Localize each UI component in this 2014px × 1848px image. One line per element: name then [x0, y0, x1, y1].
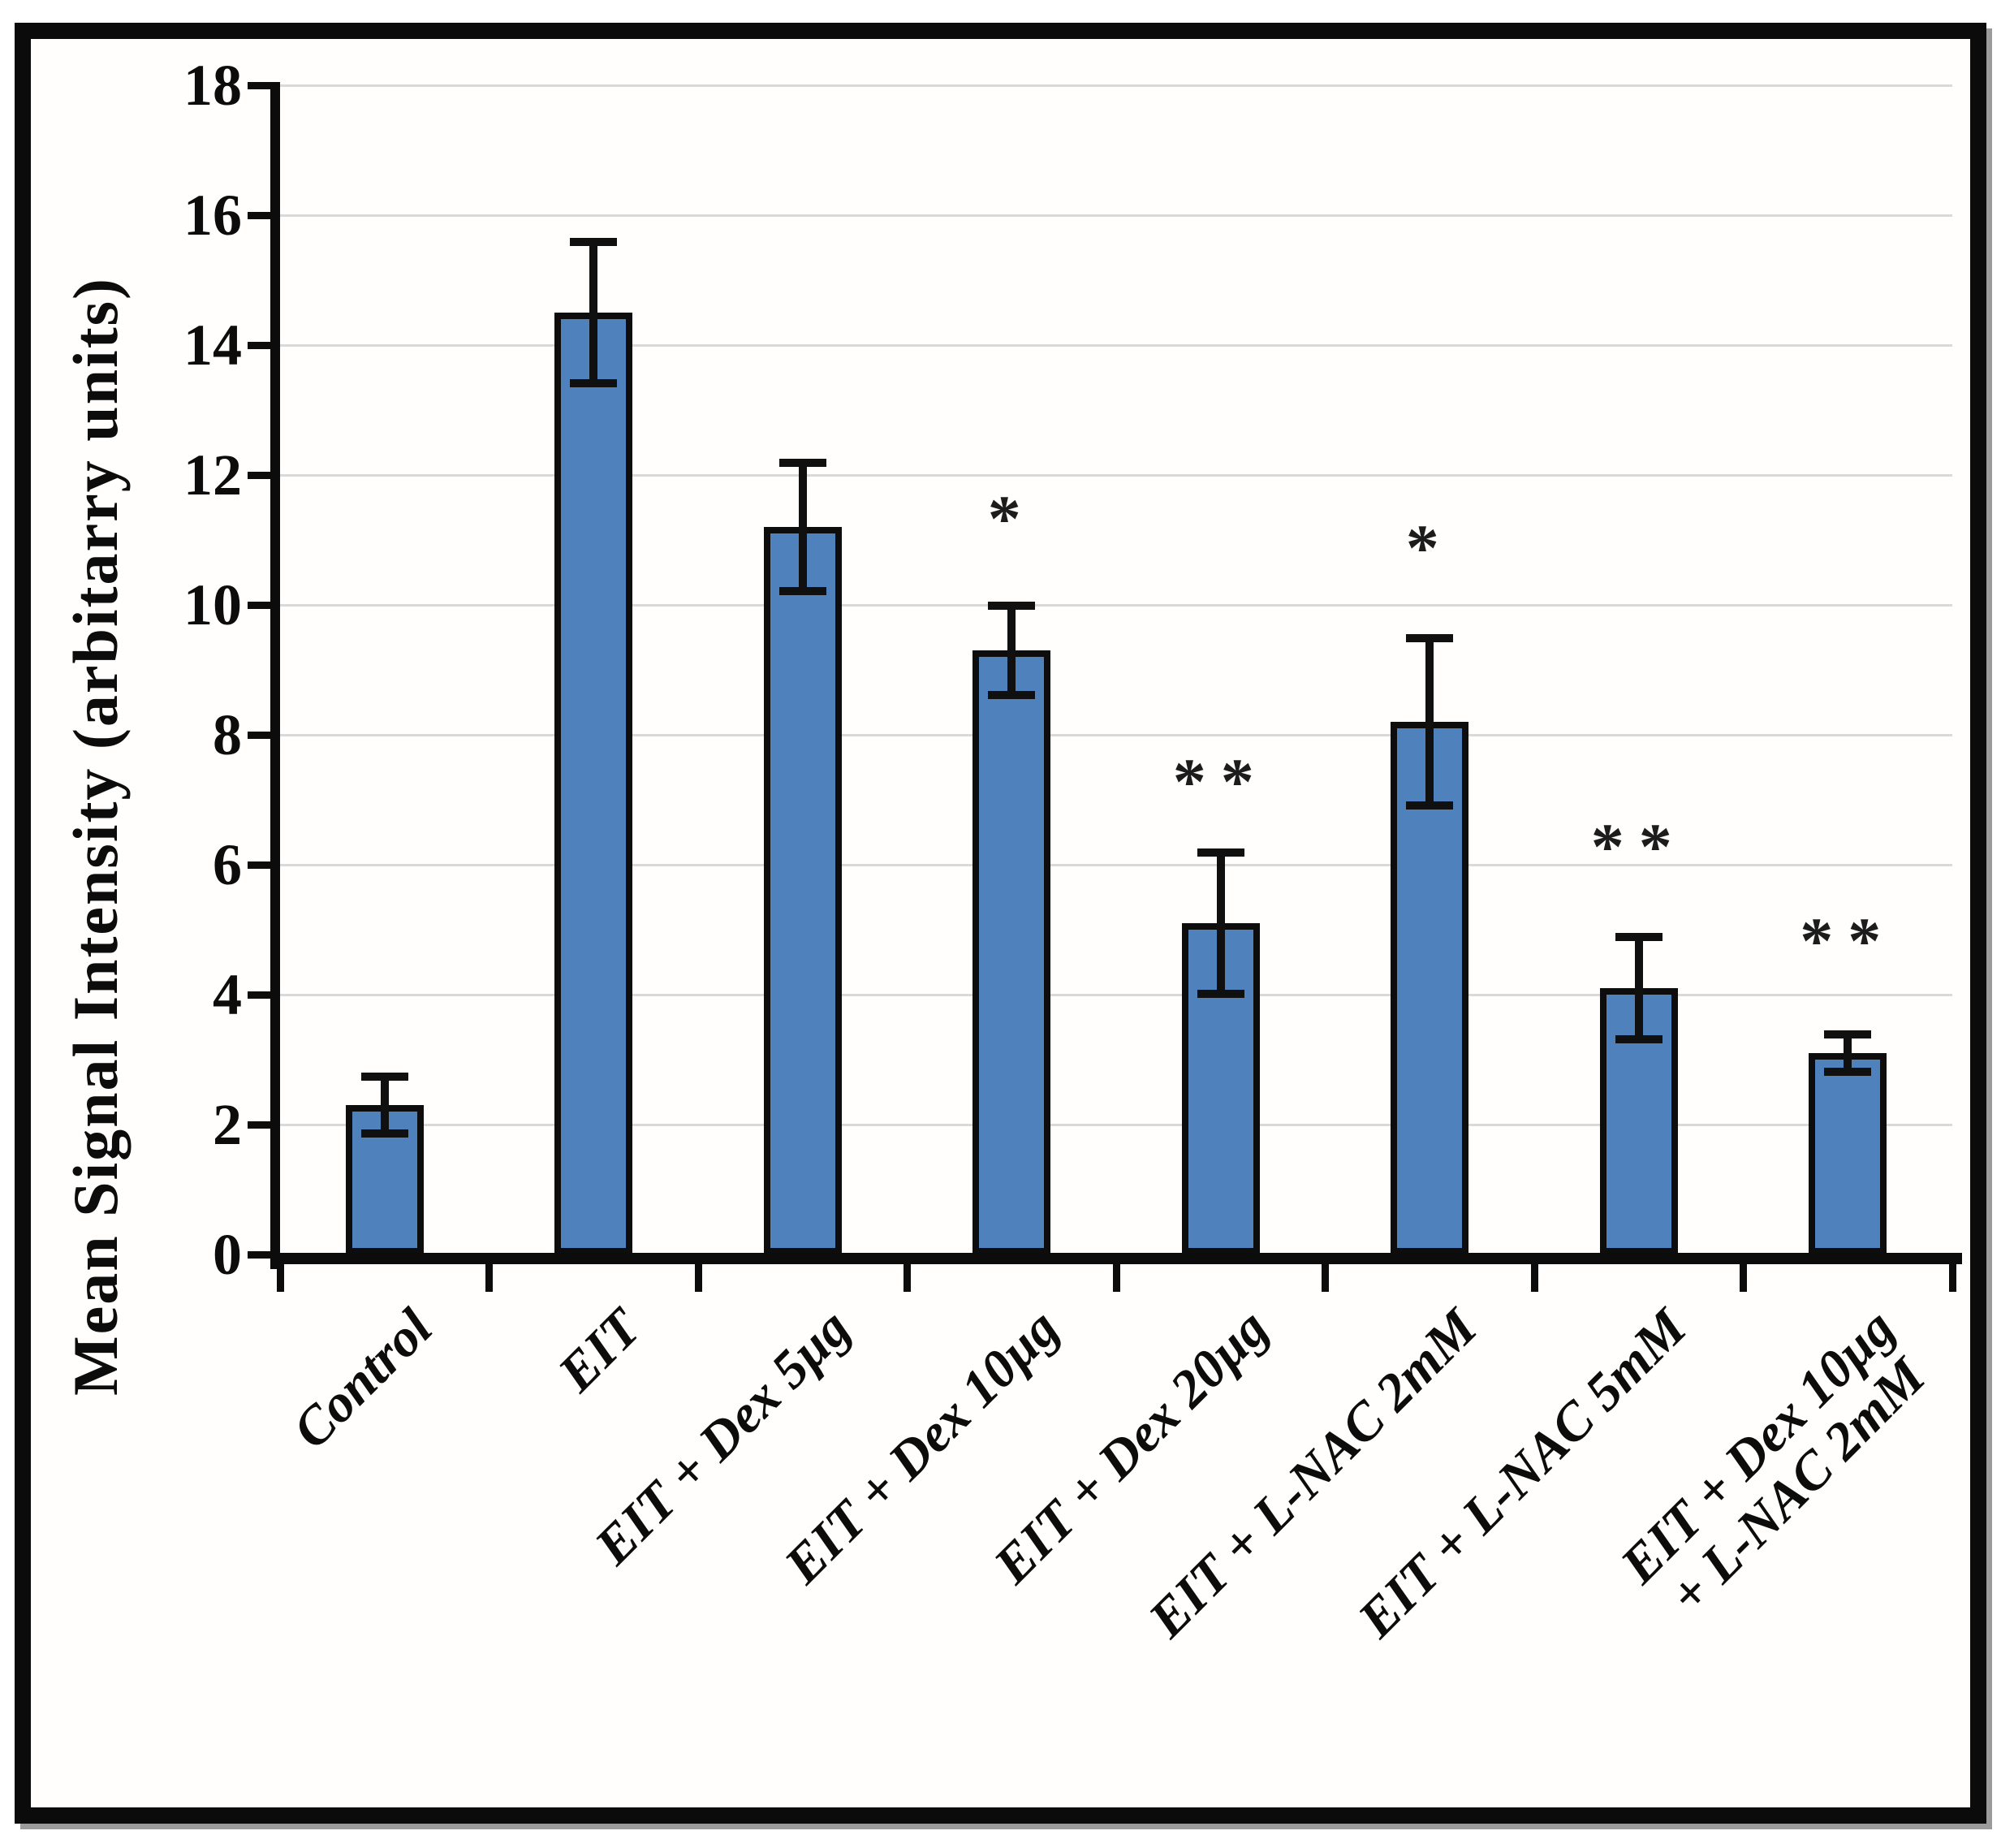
- error-bar: [1425, 637, 1434, 806]
- error-bar-top-cap: [1197, 848, 1244, 857]
- y-axis-tick: [248, 211, 280, 219]
- y-axis-tick: [248, 731, 280, 739]
- y-axis-tick: [248, 1250, 280, 1259]
- error-bar-top-cap: [1615, 933, 1663, 941]
- y-axis-tick: [248, 341, 280, 349]
- y-axis-tick-label: 2: [213, 1092, 242, 1157]
- bar: [554, 313, 633, 1254]
- y-axis-tick-label: 18: [183, 53, 242, 118]
- gridline: [280, 993, 1952, 996]
- gridline: [280, 1123, 1952, 1126]
- x-axis-tick: [1322, 1263, 1329, 1292]
- x-axis-tick: [694, 1263, 702, 1292]
- gridline: [280, 473, 1952, 477]
- x-axis-tick: [1112, 1263, 1120, 1292]
- error-bar-top-cap: [1824, 1030, 1872, 1038]
- error-bar-bottom-cap: [778, 587, 826, 595]
- y-axis-tick-label: 10: [183, 572, 242, 637]
- y-axis-tick-label: 8: [213, 702, 242, 767]
- x-axis-tick: [1948, 1263, 1956, 1292]
- y-axis-tick: [248, 1120, 280, 1129]
- y-axis-title: Mean Signal Intensity (arbitarry units): [60, 276, 131, 1397]
- gridline: [280, 603, 1952, 607]
- error-bar-top-cap: [360, 1073, 408, 1081]
- gridline: [280, 733, 1952, 736]
- bar: [1391, 722, 1469, 1254]
- x-axis-tick: [1530, 1263, 1538, 1292]
- gridline: [280, 863, 1952, 866]
- x-axis-tick: [903, 1263, 911, 1292]
- error-bar-top-cap: [778, 459, 826, 467]
- y-axis-tick: [248, 81, 280, 89]
- y-axis-tick: [248, 471, 280, 479]
- bar: [763, 527, 842, 1254]
- gridline: [280, 343, 1952, 347]
- bar: [1809, 1053, 1887, 1254]
- y-axis-tick-label: 6: [213, 832, 242, 897]
- error-bar: [1007, 605, 1016, 696]
- error-bar-top-cap: [570, 238, 618, 246]
- error-bar-top-cap: [988, 602, 1036, 610]
- significance-marker: **: [1800, 904, 1896, 978]
- significance-marker: **: [1590, 810, 1687, 883]
- significance-marker: *: [987, 481, 1036, 555]
- x-axis-tick: [485, 1263, 493, 1292]
- x-axis-line: [270, 1253, 1962, 1264]
- y-axis-tick-label: 0: [213, 1222, 242, 1287]
- bar: [972, 650, 1051, 1254]
- y-axis-tick: [248, 601, 280, 609]
- error-bar: [1216, 852, 1225, 995]
- x-axis-tick: [1740, 1263, 1747, 1292]
- error-bar: [798, 462, 807, 592]
- y-axis-tick-label: 14: [183, 313, 242, 378]
- error-bar-bottom-cap: [1197, 990, 1244, 998]
- significance-marker: *: [1405, 511, 1454, 585]
- y-axis-tick: [248, 991, 280, 999]
- gridline: [280, 84, 1952, 87]
- y-axis-tick: [248, 861, 280, 869]
- error-bar: [589, 241, 598, 384]
- y-axis-tick-label: 12: [183, 443, 242, 507]
- y-axis-line: [270, 85, 280, 1269]
- error-bar: [380, 1076, 389, 1134]
- y-axis-tick-label: 16: [183, 183, 242, 248]
- error-bar: [1844, 1034, 1852, 1073]
- significance-marker: **: [1172, 745, 1269, 818]
- gridline: [280, 214, 1952, 217]
- error-bar-top-cap: [1406, 634, 1454, 642]
- x-axis-tick: [276, 1263, 284, 1292]
- error-bar-bottom-cap: [1406, 801, 1454, 810]
- error-bar-bottom-cap: [570, 379, 618, 387]
- error-bar-bottom-cap: [360, 1129, 408, 1138]
- error-bar: [1634, 936, 1643, 1040]
- y-axis-tick-label: 4: [213, 962, 242, 1027]
- error-bar-bottom-cap: [988, 691, 1036, 699]
- error-bar-bottom-cap: [1824, 1068, 1872, 1076]
- error-bar-bottom-cap: [1615, 1035, 1663, 1043]
